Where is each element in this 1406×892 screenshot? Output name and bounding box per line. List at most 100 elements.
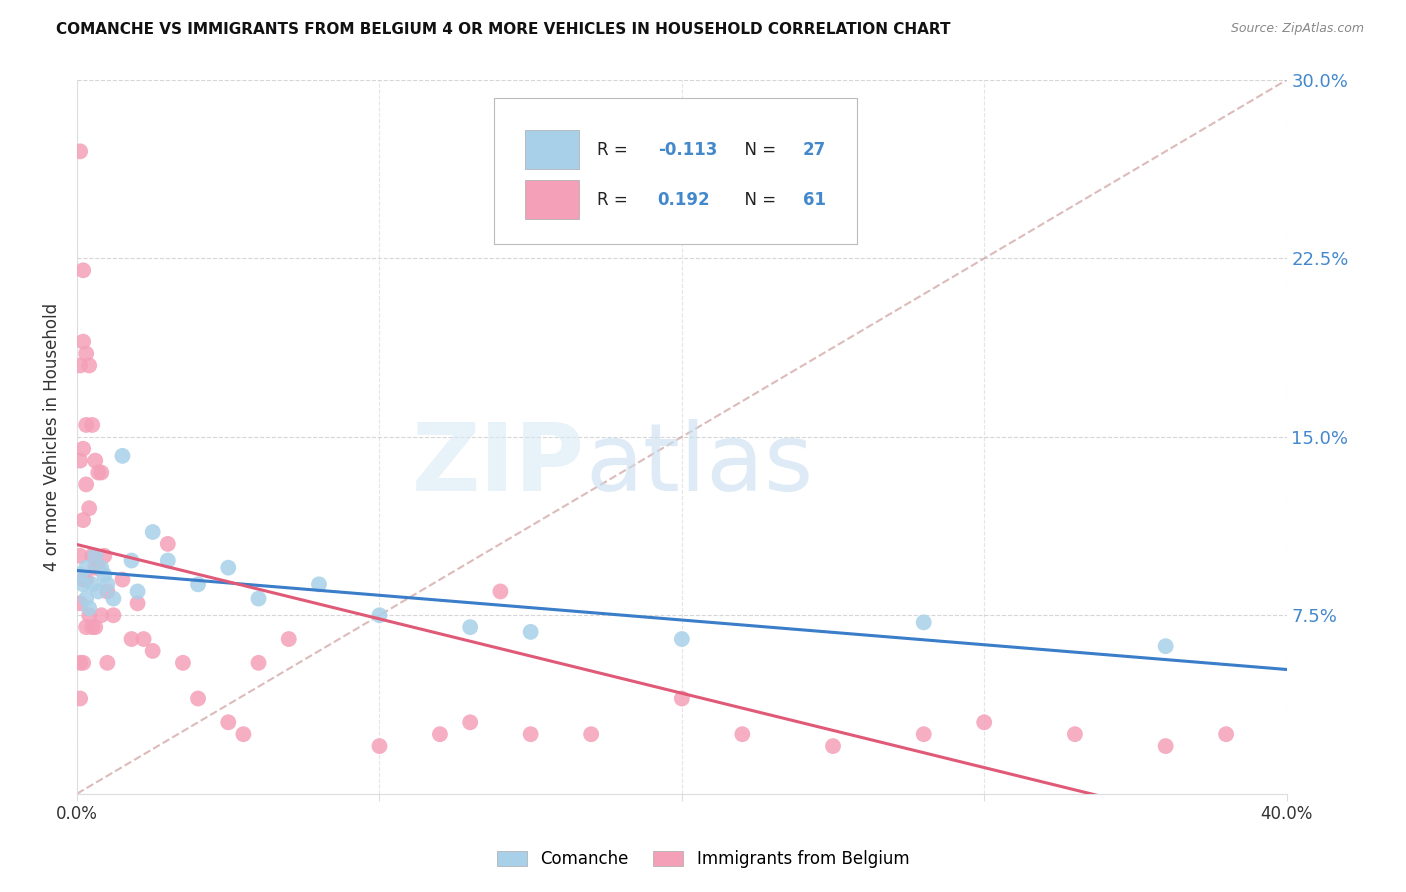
Point: [368, 739, 391, 753]
Point: [75, 417, 97, 432]
Point: [75, 620, 97, 634]
Point: [103, 608, 125, 623]
Point: [72, 656, 94, 670]
Point: [72, 577, 94, 591]
Point: [75, 346, 97, 360]
Text: -0.113: -0.113: [658, 141, 717, 159]
Point: [308, 577, 330, 591]
Point: [77, 601, 100, 615]
Point: [121, 632, 143, 646]
Text: R =: R =: [598, 141, 633, 159]
Point: [87, 584, 110, 599]
Point: [1064, 727, 1087, 741]
Point: [458, 715, 481, 730]
Point: [912, 615, 935, 630]
Point: [84, 620, 107, 634]
Point: [458, 620, 481, 634]
Point: [93, 549, 115, 563]
Point: [127, 596, 149, 610]
Text: ZIP: ZIP: [412, 419, 585, 511]
Point: [69, 596, 91, 610]
Point: [142, 524, 165, 539]
Point: [75, 591, 97, 606]
Point: [519, 727, 541, 741]
Point: [671, 691, 693, 706]
Point: [75, 560, 97, 574]
Point: [121, 553, 143, 567]
Text: atlas: atlas: [585, 419, 813, 511]
Point: [75, 573, 97, 587]
Point: [671, 632, 693, 646]
Text: N =: N =: [734, 141, 782, 159]
Point: [187, 691, 209, 706]
Point: [1154, 639, 1177, 653]
Point: [247, 656, 270, 670]
Point: [69, 359, 91, 373]
Point: [579, 727, 602, 741]
Point: [217, 715, 239, 730]
Point: [912, 727, 935, 741]
Point: [142, 644, 165, 658]
FancyBboxPatch shape: [524, 130, 579, 169]
Legend: Comanche, Immigrants from Belgium: Comanche, Immigrants from Belgium: [491, 844, 915, 875]
FancyBboxPatch shape: [495, 98, 858, 244]
Point: [87, 466, 110, 480]
Point: [1215, 727, 1237, 741]
Point: [84, 453, 107, 467]
Point: [111, 573, 134, 587]
Point: [84, 560, 107, 574]
Point: [217, 560, 239, 574]
Text: Source: ZipAtlas.com: Source: ZipAtlas.com: [1230, 22, 1364, 36]
Point: [172, 656, 194, 670]
Point: [277, 632, 299, 646]
Text: 27: 27: [803, 141, 827, 159]
Text: N =: N =: [734, 191, 782, 209]
Point: [232, 727, 254, 741]
Point: [69, 549, 91, 563]
Point: [96, 656, 118, 670]
Point: [127, 584, 149, 599]
Point: [69, 453, 91, 467]
Point: [973, 715, 995, 730]
Point: [84, 549, 107, 563]
Point: [69, 656, 91, 670]
Point: [368, 608, 391, 623]
Text: COMANCHE VS IMMIGRANTS FROM BELGIUM 4 OR MORE VEHICLES IN HOUSEHOLD CORRELATION : COMANCHE VS IMMIGRANTS FROM BELGIUM 4 OR…: [56, 22, 950, 37]
Point: [90, 466, 112, 480]
Point: [69, 691, 91, 706]
FancyBboxPatch shape: [524, 180, 579, 219]
Point: [821, 739, 844, 753]
Point: [90, 560, 112, 574]
Point: [132, 632, 155, 646]
Point: [96, 577, 118, 591]
Text: 0.192: 0.192: [658, 191, 710, 209]
Point: [156, 553, 179, 567]
Point: [519, 624, 541, 639]
Point: [72, 513, 94, 527]
Point: [82, 417, 104, 432]
Text: 61: 61: [803, 191, 825, 209]
Point: [77, 501, 100, 516]
Point: [69, 567, 91, 582]
Point: [90, 608, 112, 623]
Point: [75, 477, 97, 491]
Point: [77, 608, 100, 623]
Point: [93, 567, 115, 582]
Point: [69, 145, 91, 159]
Point: [489, 584, 512, 599]
Text: R =: R =: [598, 191, 633, 209]
Point: [429, 727, 451, 741]
Point: [1154, 739, 1177, 753]
Point: [82, 577, 104, 591]
Y-axis label: 4 or more Vehicles in Household: 4 or more Vehicles in Household: [44, 302, 60, 571]
Point: [72, 442, 94, 456]
Point: [156, 537, 179, 551]
Point: [111, 449, 134, 463]
Point: [247, 591, 270, 606]
Point: [731, 727, 754, 741]
Point: [87, 560, 110, 574]
Point: [96, 584, 118, 599]
Point: [103, 591, 125, 606]
Point: [72, 263, 94, 277]
Point: [82, 549, 104, 563]
